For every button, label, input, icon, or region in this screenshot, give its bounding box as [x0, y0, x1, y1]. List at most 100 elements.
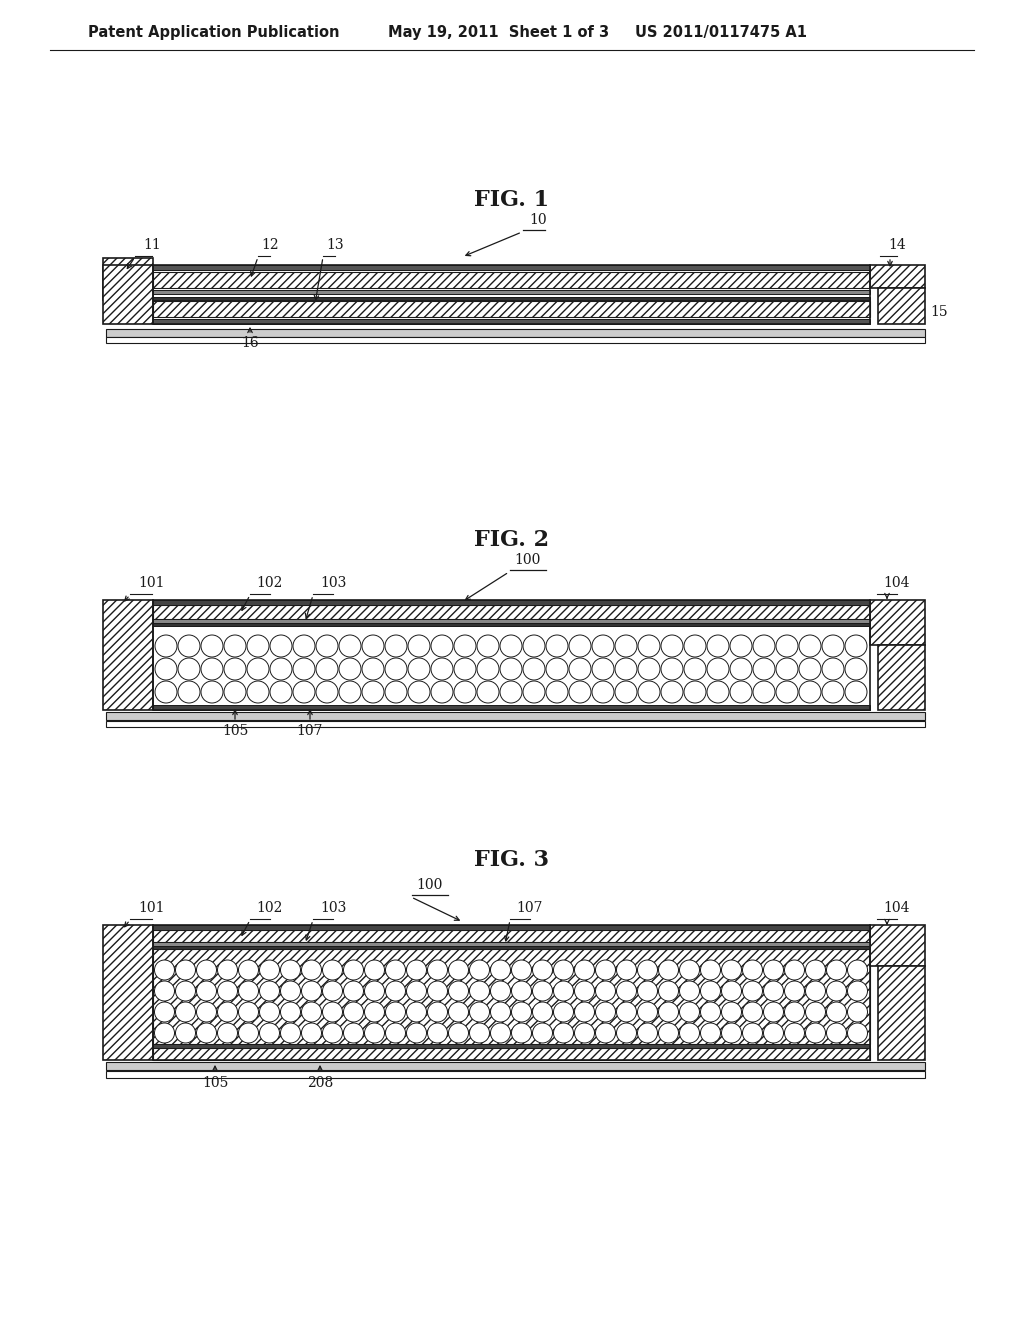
Circle shape: [224, 681, 246, 704]
Bar: [103, 257, 153, 300]
Circle shape: [175, 1002, 196, 1022]
Circle shape: [449, 981, 469, 1001]
Bar: [103, 925, 153, 1060]
Bar: [153, 605, 870, 619]
Bar: [153, 301, 870, 317]
Bar: [878, 966, 925, 1060]
Circle shape: [339, 635, 361, 657]
Circle shape: [362, 681, 384, 704]
Bar: [106, 329, 925, 337]
Circle shape: [554, 960, 573, 979]
Circle shape: [408, 635, 430, 657]
Circle shape: [776, 635, 798, 657]
Circle shape: [197, 1023, 216, 1043]
Circle shape: [293, 657, 315, 680]
Circle shape: [722, 1023, 741, 1043]
Circle shape: [343, 1002, 364, 1022]
Circle shape: [569, 635, 591, 657]
Circle shape: [684, 657, 706, 680]
Circle shape: [638, 1002, 657, 1022]
Text: 101: 101: [138, 576, 165, 590]
Circle shape: [546, 681, 568, 704]
Circle shape: [197, 960, 216, 979]
Circle shape: [658, 1002, 679, 1022]
Circle shape: [512, 1023, 531, 1043]
Bar: [870, 601, 925, 645]
Circle shape: [616, 1023, 637, 1043]
Circle shape: [806, 981, 825, 1001]
Circle shape: [532, 1023, 553, 1043]
Circle shape: [848, 960, 867, 979]
Circle shape: [449, 960, 469, 979]
Circle shape: [500, 657, 522, 680]
Circle shape: [454, 657, 476, 680]
Circle shape: [826, 960, 847, 979]
Circle shape: [281, 960, 300, 979]
Circle shape: [490, 981, 511, 1001]
Circle shape: [574, 1002, 595, 1022]
Text: 100: 100: [417, 878, 443, 892]
Text: 105: 105: [202, 1076, 228, 1090]
Circle shape: [365, 1002, 384, 1022]
Circle shape: [616, 960, 637, 979]
Bar: [153, 601, 870, 710]
Text: 102: 102: [257, 902, 284, 915]
Circle shape: [845, 681, 867, 704]
Bar: [153, 931, 870, 942]
Circle shape: [316, 681, 338, 704]
Circle shape: [270, 681, 292, 704]
Circle shape: [700, 981, 721, 1001]
Circle shape: [822, 635, 844, 657]
Bar: [153, 265, 870, 323]
Text: 107: 107: [517, 902, 544, 915]
Circle shape: [592, 635, 614, 657]
Circle shape: [155, 960, 174, 979]
Circle shape: [477, 681, 499, 704]
Circle shape: [407, 1023, 427, 1043]
Circle shape: [684, 681, 706, 704]
Circle shape: [454, 635, 476, 657]
Circle shape: [680, 1002, 699, 1022]
Circle shape: [662, 681, 683, 704]
Circle shape: [281, 1023, 300, 1043]
Circle shape: [658, 1023, 679, 1043]
Text: FIG. 3: FIG. 3: [474, 849, 550, 871]
Circle shape: [848, 1002, 867, 1022]
Circle shape: [431, 681, 453, 704]
Circle shape: [742, 981, 763, 1001]
Circle shape: [638, 635, 660, 657]
Circle shape: [178, 635, 200, 657]
Circle shape: [764, 981, 783, 1001]
Circle shape: [532, 981, 553, 1001]
Circle shape: [845, 635, 867, 657]
Text: 13: 13: [327, 238, 344, 252]
Circle shape: [155, 657, 177, 680]
Circle shape: [546, 657, 568, 680]
Circle shape: [155, 635, 177, 657]
Circle shape: [662, 635, 683, 657]
Circle shape: [730, 635, 752, 657]
Circle shape: [259, 960, 280, 979]
Bar: [106, 711, 925, 719]
Circle shape: [596, 1002, 615, 1022]
Circle shape: [362, 635, 384, 657]
Circle shape: [776, 657, 798, 680]
Circle shape: [155, 981, 174, 1001]
Circle shape: [385, 1023, 406, 1043]
Circle shape: [469, 1023, 489, 1043]
Circle shape: [155, 1023, 174, 1043]
Circle shape: [806, 1023, 825, 1043]
Bar: [153, 942, 870, 946]
Circle shape: [574, 960, 595, 979]
Circle shape: [799, 635, 821, 657]
Circle shape: [700, 1023, 721, 1043]
Bar: [153, 1048, 870, 1060]
Circle shape: [197, 981, 216, 1001]
Circle shape: [848, 1023, 867, 1043]
Circle shape: [722, 960, 741, 979]
Text: US 2011/0117475 A1: US 2011/0117475 A1: [635, 25, 807, 40]
Circle shape: [293, 635, 315, 657]
Circle shape: [776, 681, 798, 704]
Circle shape: [512, 981, 531, 1001]
Circle shape: [826, 981, 847, 1001]
